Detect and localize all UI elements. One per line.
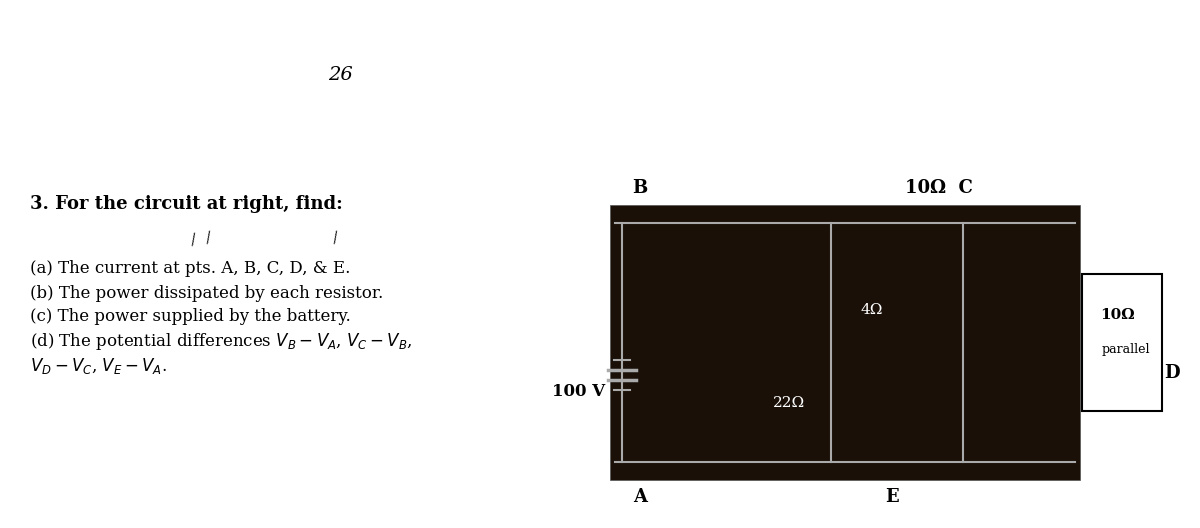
Text: 26: 26: [328, 66, 353, 84]
Text: B: B: [632, 179, 648, 197]
Text: (b) The power dissipated by each resistor.: (b) The power dissipated by each resisto…: [30, 285, 383, 302]
Text: /: /: [331, 230, 340, 245]
Text: D: D: [1164, 364, 1180, 382]
Bar: [1082, 274, 1162, 411]
Text: 4Ω: 4Ω: [860, 303, 883, 316]
Text: /: /: [204, 230, 212, 245]
Text: 3. For the circuit at right, find:: 3. For the circuit at right, find:: [30, 195, 343, 213]
Text: /: /: [188, 232, 197, 247]
Text: 22Ω: 22Ω: [773, 396, 805, 410]
Text: parallel: parallel: [1102, 343, 1151, 356]
Text: E: E: [886, 488, 899, 506]
Bar: [610, 205, 1080, 480]
Text: 10Ω  C: 10Ω C: [905, 179, 973, 197]
Text: 100 V: 100 V: [552, 383, 605, 401]
Text: 10Ω: 10Ω: [1100, 308, 1135, 322]
Text: $V_D - V_C$, $V_E - V_A$.: $V_D - V_C$, $V_E - V_A$.: [30, 356, 167, 376]
Text: (c) The power supplied by the battery.: (c) The power supplied by the battery.: [30, 308, 350, 325]
Text: (a) The current at pts. A, B, C, D, & E.: (a) The current at pts. A, B, C, D, & E.: [30, 260, 350, 277]
Text: A: A: [634, 488, 647, 506]
Text: (d) The potential differences $V_B - V_A$, $V_C - V_B$,: (d) The potential differences $V_B - V_A…: [30, 331, 413, 352]
